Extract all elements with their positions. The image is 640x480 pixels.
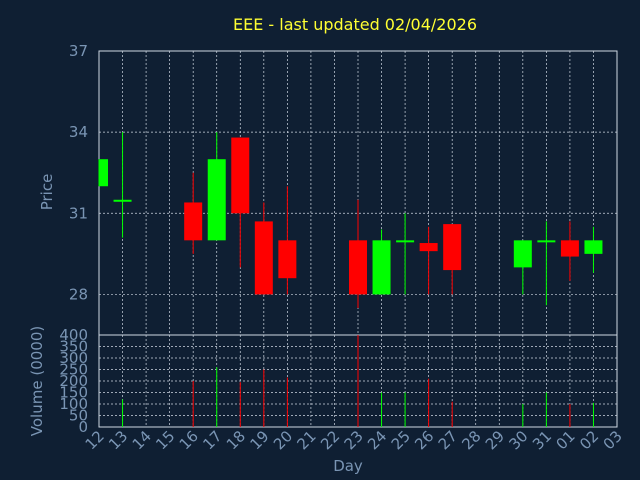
x-tick-label: 17 <box>199 427 225 453</box>
candle-body <box>396 240 415 243</box>
x-tick-label: 29 <box>482 427 508 453</box>
x-tick-label: 20 <box>270 427 296 453</box>
candle-body <box>278 240 297 279</box>
candle-body <box>443 224 462 271</box>
volume-tick-label: 200 <box>59 372 88 390</box>
x-tick-label: 26 <box>411 427 437 453</box>
x-tick-label: 31 <box>529 427 555 453</box>
x-tick-label: 03 <box>600 427 626 453</box>
volume-axis-label: Volume (0000) <box>28 326 46 436</box>
x-tick-label: 28 <box>458 427 484 453</box>
x-tick-label: 01 <box>553 427 579 453</box>
candle-body <box>537 240 556 243</box>
volume-tick-label: 100 <box>59 395 88 413</box>
volume-tick-label: 0 <box>78 418 88 436</box>
x-tick-label: 21 <box>294 427 320 453</box>
x-tick-label: 15 <box>152 427 178 453</box>
x-tick-label: 13 <box>105 427 131 453</box>
candle-body <box>349 240 367 295</box>
x-axis-label: Day <box>333 457 363 475</box>
price-tick-label: 37 <box>69 42 88 60</box>
volume-tick-label: 150 <box>59 384 88 402</box>
x-tick-label: 18 <box>223 427 249 453</box>
volume-tick-label: 50 <box>69 407 88 425</box>
price-tick-label: 28 <box>69 285 88 303</box>
x-tick-label: 19 <box>246 427 272 453</box>
candle-body <box>113 199 132 202</box>
x-tick-label: 22 <box>317 427 343 453</box>
x-tick-label: 16 <box>176 427 202 453</box>
candle-body <box>184 202 203 241</box>
price-axis-label: Price <box>38 174 56 211</box>
candle-body <box>254 221 273 295</box>
candle-body <box>584 240 603 254</box>
x-tick-label: 14 <box>129 427 155 453</box>
candle-body <box>419 243 438 252</box>
volume-tick-label: 250 <box>59 361 88 379</box>
volume-tick-label: 400 <box>59 326 88 344</box>
candle-body <box>207 159 226 241</box>
volume-tick-label: 350 <box>59 338 88 356</box>
price-tick-label: 34 <box>69 123 88 141</box>
x-tick-label: 24 <box>364 427 390 453</box>
volume-tick-label: 300 <box>59 349 88 367</box>
candle-body <box>560 240 579 257</box>
candle-body <box>372 240 391 295</box>
candle-body <box>231 137 250 214</box>
x-tick-label: 27 <box>435 427 461 453</box>
chart-title: EEE - last updated 02/04/2026 <box>233 15 477 34</box>
x-tick-label: 23 <box>341 427 367 453</box>
x-tick-label: 25 <box>388 427 414 453</box>
candle-body <box>99 159 108 187</box>
price-tick-label: 31 <box>69 204 88 222</box>
x-tick-label: 30 <box>505 427 531 453</box>
x-tick-label: 02 <box>576 427 602 453</box>
candle-body <box>513 240 532 268</box>
plot-layer: 1213141516171819202122232425262728293031… <box>59 42 625 453</box>
